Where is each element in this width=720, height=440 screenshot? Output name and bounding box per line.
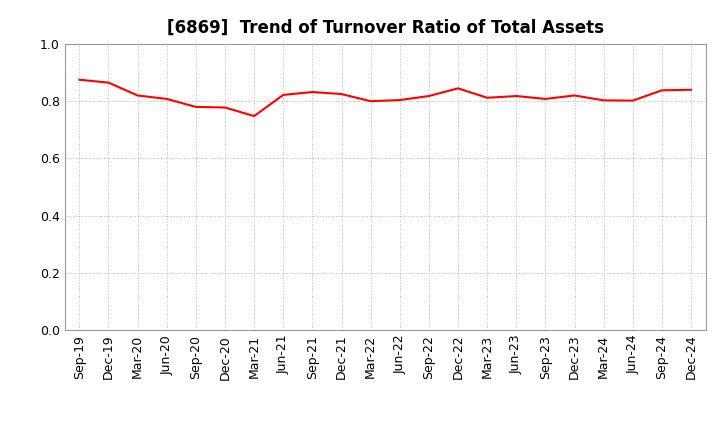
Title: [6869]  Trend of Turnover Ratio of Total Assets: [6869] Trend of Turnover Ratio of Total …	[167, 19, 603, 37]
